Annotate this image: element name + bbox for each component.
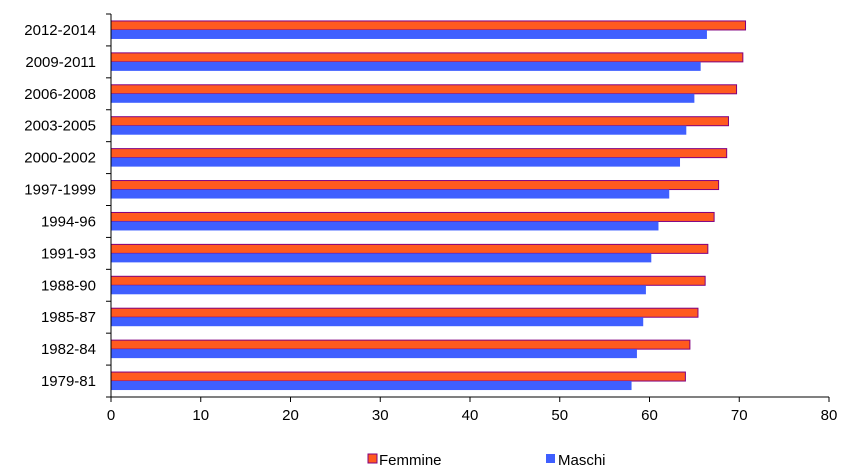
x-tick-label: 50: [551, 407, 568, 424]
legend: Femmine Maschi: [367, 452, 606, 467]
legend-swatch-femmine: [367, 453, 378, 464]
bar-femmine-1988-90: [110, 275, 706, 286]
category-label: 1997-1999: [24, 182, 96, 199]
bar-femmine-1991-93: [110, 243, 709, 254]
bar-maschi-1997-1999: [111, 189, 670, 199]
bar-maschi-2006-2008: [111, 93, 695, 103]
legend-label-femmine: Femmine: [379, 452, 442, 467]
bar-maschi-1979-81: [111, 381, 632, 391]
bar-maschi-1985-87: [111, 317, 644, 327]
axes-layer: 2012-2014 2009-2011 2006-2008 2003-2005 2000…: [24, 13, 838, 424]
category-label: 1982-84: [41, 341, 96, 358]
bar-maschi-2000-2002: [111, 157, 681, 167]
bar-maschi-1994-96: [111, 221, 659, 231]
bar-femmine-2012-2014: [110, 20, 747, 31]
bar-femmine-1997-1999: [110, 180, 720, 191]
bar-femmine-2000-2002: [110, 148, 728, 159]
bar-femmine-2003-2005: [110, 116, 729, 127]
bars-layer: [110, 20, 747, 391]
category-label: 2000-2002: [24, 150, 96, 167]
category-label: 2009-2011: [25, 54, 96, 71]
x-tick-label: 60: [641, 407, 658, 424]
category-label: 2012-2014: [24, 22, 96, 39]
category-label: 1985-87: [41, 309, 96, 326]
bar-femmine-2009-2011: [110, 52, 744, 63]
x-tick-label: 70: [731, 407, 748, 424]
bar-maschi-2009-2011: [111, 61, 701, 71]
legend-swatch-maschi: [546, 454, 555, 463]
bar-femmine-2006-2008: [110, 84, 738, 95]
x-tick-label: 20: [282, 407, 299, 424]
category-label: 2006-2008: [24, 86, 96, 103]
x-tick-label: 30: [372, 407, 389, 424]
bar-femmine-1985-87: [110, 307, 699, 318]
bar-maschi-2003-2005: [111, 125, 687, 135]
bar-femmine-1982-84: [110, 339, 691, 350]
category-label: 1994-96: [41, 213, 96, 230]
bar-maschi-2012-2014: [111, 29, 707, 39]
x-tick-label: 0: [107, 407, 115, 424]
x-tick-label: 40: [462, 407, 479, 424]
legend-label-maschi: Maschi: [558, 452, 606, 467]
bar-femmine-1979-81: [110, 371, 686, 382]
category-label: 2003-2005: [24, 118, 96, 135]
bar-maschi-1991-93: [111, 253, 652, 263]
bar-femmine-1994-96: [110, 211, 715, 222]
category-label: 1988-90: [41, 277, 96, 294]
category-label: 1991-93: [41, 245, 96, 262]
x-tick-label: 80: [821, 407, 838, 424]
bar-maschi-1988-90: [111, 285, 646, 295]
category-label: 1979-81: [41, 373, 96, 390]
x-tick-label: 10: [192, 407, 209, 424]
bar-maschi-1982-84: [111, 349, 637, 359]
